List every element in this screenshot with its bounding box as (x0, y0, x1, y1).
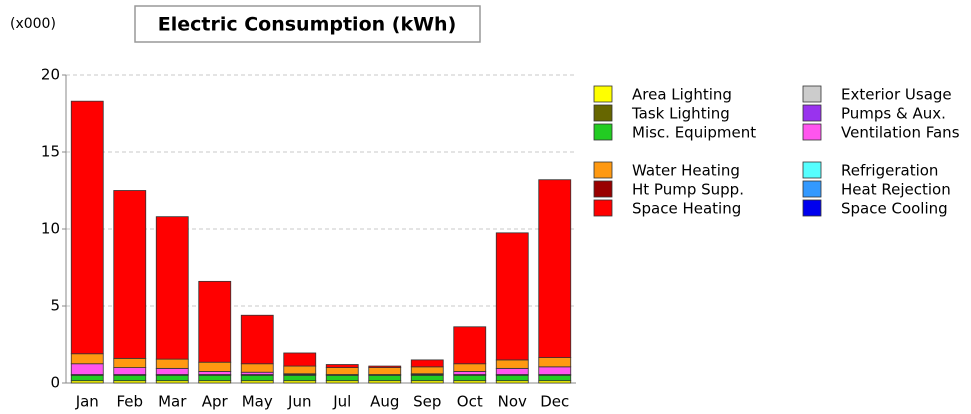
x-tick-label: Mar (158, 393, 187, 411)
bar-segment (368, 374, 402, 382)
x-tick-label: Aug (370, 393, 399, 411)
y-tick-label: 5 (50, 297, 60, 315)
bar-segment (538, 366, 572, 375)
bar-segment (453, 363, 487, 372)
y-tick-label: 10 (41, 220, 60, 238)
legend-swatch (802, 85, 822, 103)
bar-segment (240, 314, 274, 365)
bar-segment (283, 365, 317, 375)
bar-segment (325, 374, 359, 382)
bar-segment (495, 359, 529, 369)
bar-segment (410, 366, 444, 375)
legend-swatch (802, 161, 822, 179)
bar-segment (70, 100, 104, 355)
bar-segment (113, 357, 147, 368)
x-tick-label: Feb (116, 393, 143, 411)
bar-segment (453, 326, 487, 365)
x-tick-label: Jul (332, 393, 351, 411)
bar-segment (538, 179, 572, 358)
x-tick-label: Jan (75, 393, 99, 411)
y-unit: (x000) (10, 16, 56, 32)
bar-segment (410, 374, 444, 382)
x-tick-label: Dec (540, 393, 569, 411)
legend-swatch (802, 199, 822, 217)
legend-label: Exterior Usage (841, 86, 952, 104)
legend-label: Task Lighting (631, 105, 730, 123)
legend-swatch (593, 199, 613, 217)
bar-segment (325, 364, 359, 368)
bar-segment (283, 352, 317, 367)
y-tick-label: 20 (41, 66, 60, 84)
bar-segment (155, 358, 189, 369)
x-tick-label: Apr (202, 393, 229, 411)
bar-segment (410, 359, 444, 368)
legend-label: Area Lighting (632, 86, 732, 104)
legend-swatch (802, 180, 822, 198)
legend-label: Pumps & Aux. (841, 105, 946, 123)
bar-segment (155, 216, 189, 360)
bar-segment (113, 367, 147, 375)
bar-segment (368, 365, 402, 368)
bar-segment (495, 374, 529, 382)
bar-segment (70, 353, 104, 365)
x-tick-label: Nov (498, 393, 527, 411)
bar-segment (70, 374, 104, 382)
bar-segment (198, 280, 232, 363)
bar-segment (198, 361, 232, 372)
legend-label: Water Heating (632, 162, 740, 180)
legend-swatch (593, 104, 613, 122)
legend-label: Refrigeration (841, 162, 938, 180)
legend-swatch (593, 85, 613, 103)
legend-swatch (802, 104, 822, 122)
bar-segment (198, 371, 232, 375)
bar-segment (538, 374, 572, 382)
bar-segment (155, 367, 189, 375)
bar-segment (495, 367, 529, 375)
bar-segment (155, 374, 189, 382)
legend-swatch (593, 161, 613, 179)
bar-segment (453, 371, 487, 375)
legend-swatch (802, 123, 822, 141)
legend-swatch (593, 180, 613, 198)
bar-segment (283, 374, 317, 382)
legend-label: Space Heating (632, 200, 741, 218)
bar-segment (113, 374, 147, 382)
bar-segment (325, 367, 359, 375)
legend-label: Space Cooling (841, 200, 948, 218)
x-tick-label: Jun (287, 393, 311, 411)
legend-swatch (593, 123, 613, 141)
bar-segment (538, 357, 572, 368)
bar-segment (198, 374, 232, 382)
title-box (134, 5, 481, 43)
x-tick-label: Sep (413, 393, 441, 411)
y-tick-label: 15 (41, 143, 60, 161)
bar-segment (70, 363, 104, 375)
x-tick-label: Oct (457, 393, 483, 411)
legend-label: Ventilation Fans (841, 124, 960, 142)
legend-label: Heat Rejection (841, 181, 951, 199)
bar-segment (368, 367, 402, 375)
bar-segment (495, 232, 529, 361)
chart-title: Electric Consumption (kWh) (158, 14, 457, 36)
legend-label: Misc. Equipment (632, 124, 756, 142)
bar-segment (240, 374, 274, 382)
bar-segment (113, 190, 147, 359)
bar-segment (240, 363, 274, 373)
x-tick-label: May (242, 393, 273, 411)
bar-segment (453, 374, 487, 382)
y-tick-label: 0 (50, 374, 60, 392)
legend-label: Ht Pump Supp. (632, 181, 744, 199)
